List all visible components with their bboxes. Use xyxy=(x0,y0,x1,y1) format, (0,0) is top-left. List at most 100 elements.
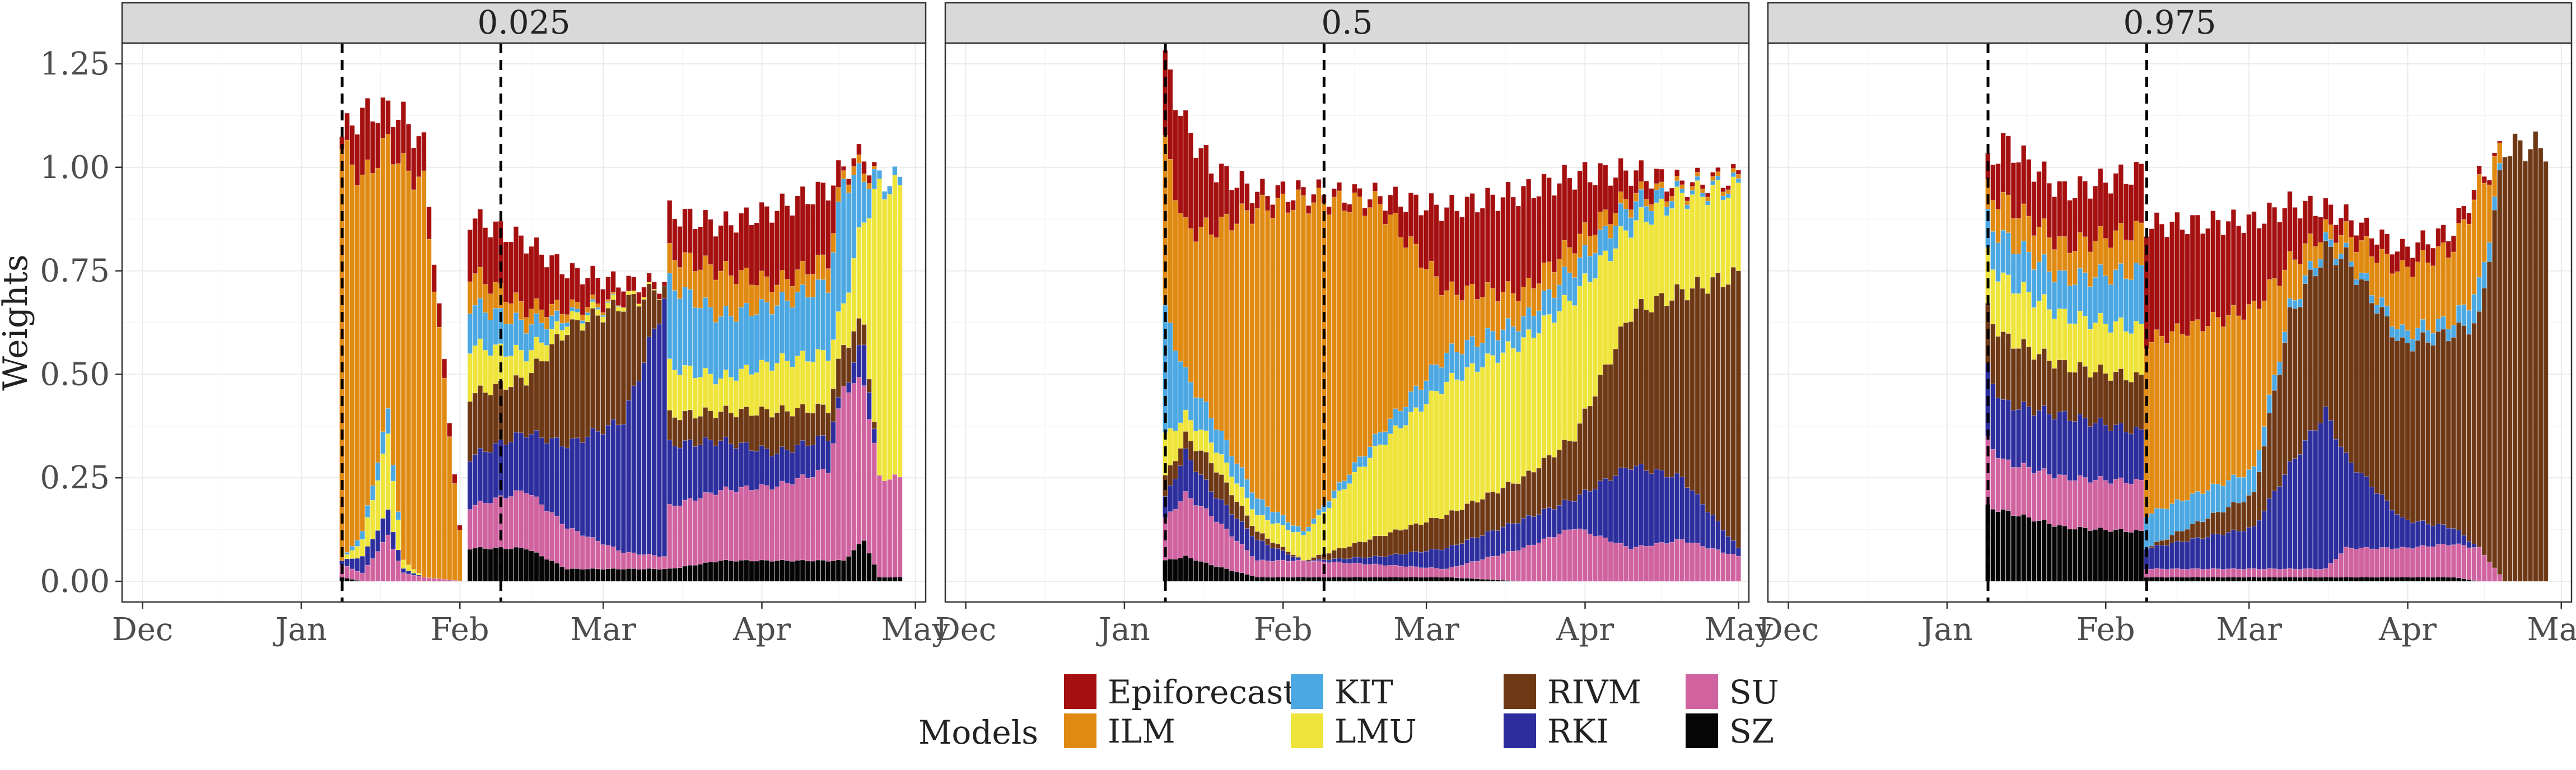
bar-segment-rki xyxy=(2077,414,2083,476)
bar-segment-epiforecasts xyxy=(1536,196,1542,284)
bar-segment-epiforecasts xyxy=(754,222,759,286)
legend-key-rki xyxy=(1504,713,1536,748)
bar-segment-rivm xyxy=(1464,503,1470,540)
bar-segment-epiforecasts xyxy=(2103,182,2108,239)
bar-segment-epiforecasts xyxy=(1249,203,1255,225)
bar-segment-su xyxy=(677,505,683,568)
bar-segment-sz xyxy=(1311,577,1317,582)
bar-segment-rki xyxy=(2210,533,2216,569)
bar-segment-kit xyxy=(892,166,898,175)
bar-segment-kit xyxy=(2200,493,2206,522)
bar-segment-rki xyxy=(846,382,852,393)
bar-segment-sz xyxy=(2072,529,2078,582)
bar-segment-lmu xyxy=(1270,524,1276,543)
bar-segment-ilm xyxy=(544,317,549,330)
bar-segment-epiforecasts xyxy=(1336,182,1342,192)
bar-segment-kit xyxy=(2015,253,2022,294)
bar-segment-su xyxy=(1383,565,1388,578)
bar-segment-epiforecasts xyxy=(2098,168,2103,227)
bar-segment-su xyxy=(769,489,775,562)
bar-segment-lmu xyxy=(1198,429,1204,451)
bar-segment-rivm xyxy=(661,286,668,299)
bar-segment-rivm xyxy=(2139,374,2144,430)
bar-segment-kit xyxy=(1546,288,1552,315)
bar-segment-rki xyxy=(1259,540,1266,561)
bar-segment-lmu xyxy=(881,199,888,481)
bar-segment-kit xyxy=(1690,190,1695,195)
bar-segment-sz xyxy=(836,559,841,582)
bar-segment-su xyxy=(1264,561,1271,578)
bar-segment-sz xyxy=(2246,577,2252,582)
bar-segment-epiforecasts xyxy=(1587,181,1593,236)
bar-segment-kit xyxy=(2225,480,2231,507)
bar-segment-su xyxy=(2430,546,2436,578)
bar-segment-kit xyxy=(825,292,831,361)
bar-segment-lmu xyxy=(800,351,805,405)
bar-segment-rivm xyxy=(2057,360,2062,412)
bar-segment-epiforecasts xyxy=(2031,181,2037,236)
bar-segment-rki xyxy=(2236,530,2242,570)
bar-segment-kit xyxy=(754,314,759,373)
bar-segment-epiforecasts xyxy=(2062,181,2068,237)
bar-segment-epiforecasts xyxy=(2010,162,2017,219)
bar-segment-ilm xyxy=(861,173,867,183)
bar-segment-epiforecasts xyxy=(421,132,427,171)
bar-segment-ilm xyxy=(2041,218,2047,255)
bar-segment-epiforecasts xyxy=(2466,212,2472,225)
bar-segment-rki xyxy=(472,454,478,506)
legend-key-lmu xyxy=(1291,713,1323,748)
bar-segment-lmu xyxy=(754,372,759,416)
bar-segment-rki xyxy=(1444,548,1450,570)
bar-segment-ilm xyxy=(836,187,841,202)
bar-segment-su xyxy=(1613,543,1618,582)
bar-segment-epiforecasts xyxy=(1546,177,1552,262)
bar-segment-rki xyxy=(692,446,698,501)
bar-segment-sz xyxy=(1239,572,1245,582)
bar-segment-epiforecasts xyxy=(825,200,831,269)
bar-segment-rki xyxy=(2415,521,2421,547)
bar-segment-lmu xyxy=(590,301,596,309)
bar-segment-sz xyxy=(1203,562,1209,582)
bar-segment-kit xyxy=(2046,271,2052,310)
bar-segment-rivm xyxy=(846,347,852,383)
bar-segment-sz xyxy=(728,560,734,582)
bar-segment-epiforecasts xyxy=(2154,212,2159,330)
bar-segment-sz xyxy=(1393,577,1398,582)
bar-segment-rki xyxy=(1561,500,1567,530)
bar-segment-rki xyxy=(749,450,754,491)
bar-segment-su xyxy=(2082,477,2088,528)
bar-segment-lmu xyxy=(2082,315,2088,367)
bar-segment-rivm xyxy=(605,307,611,426)
bar-segment-su xyxy=(1531,544,1537,582)
bar-segment-su xyxy=(2246,568,2252,577)
bar-segment-su xyxy=(1168,511,1173,559)
bar-segment-rki xyxy=(1178,465,1183,502)
bar-segment-ilm xyxy=(1474,299,1480,347)
bar-segment-ilm xyxy=(1198,227,1204,399)
bar-segment-rki xyxy=(2446,528,2451,546)
bar-segment-epiforecasts xyxy=(2041,161,2047,219)
bar-segment-kit xyxy=(2282,332,2288,343)
bar-segment-sz xyxy=(2169,577,2175,582)
bar-segment-rki xyxy=(1679,477,1685,540)
bar-segment-kit xyxy=(1316,509,1322,516)
bar-segment-rki xyxy=(1449,544,1455,567)
bar-segment-su xyxy=(646,553,652,569)
bar-segment-ilm xyxy=(687,253,693,290)
bar-segment-rivm xyxy=(2446,340,2451,529)
bar-segment-rki xyxy=(1597,480,1603,536)
bar-segment-rki xyxy=(2190,538,2195,569)
bar-segment-rivm xyxy=(1259,533,1266,542)
bar-segment-kit xyxy=(866,188,872,219)
bar-segment-rivm xyxy=(493,383,498,444)
bar-segment-rivm xyxy=(692,418,698,447)
bar-segment-epiforecasts xyxy=(851,158,857,167)
bar-segment-rivm xyxy=(856,318,862,346)
bar-segment-su xyxy=(1203,508,1209,563)
bar-segment-ilm xyxy=(2046,237,2052,272)
bar-segment-ilm xyxy=(1695,171,1700,177)
bar-segment-su xyxy=(856,376,862,544)
bar-segment-ilm xyxy=(1556,259,1562,286)
bar-segment-ilm xyxy=(1572,253,1578,278)
bar-segment-sz xyxy=(851,549,857,582)
